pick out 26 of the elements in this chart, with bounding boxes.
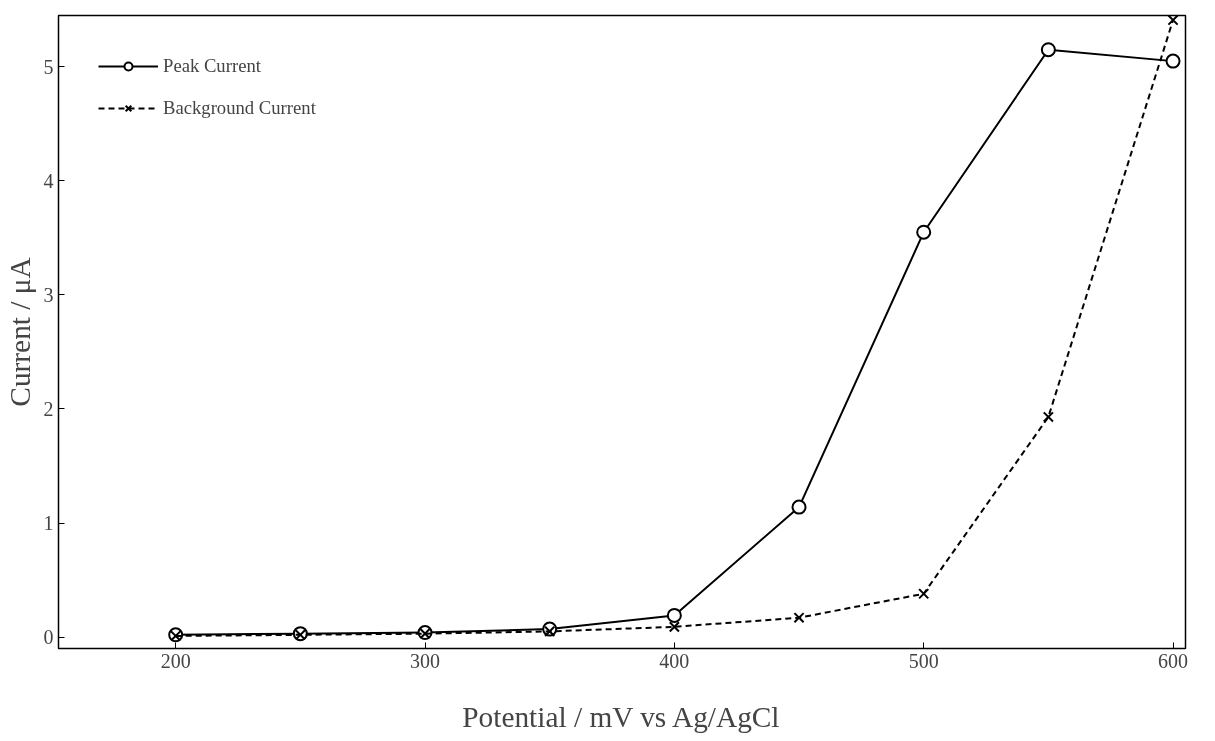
point [666, 607, 682, 623]
point [544, 625, 556, 637]
legend-label: Background Current [163, 97, 316, 119]
x-axis-title: Potential / mV vs Ag/AgCl [462, 700, 780, 733]
x-tick-label: 600 [1158, 649, 1189, 672]
y-tick-label: 5 [43, 55, 54, 78]
point [793, 612, 805, 624]
point [916, 224, 932, 240]
y-tick-label: 3 [43, 283, 54, 306]
x-tick-label: 500 [908, 649, 939, 672]
y-tick-label: 2 [43, 397, 54, 420]
x-tick-label: 300 [410, 649, 441, 672]
point [668, 621, 680, 633]
y-axis-title: Current / μA [3, 257, 36, 407]
point [1165, 53, 1181, 69]
legend-label: Peak Current [163, 55, 261, 77]
y-tick-label: 1 [43, 512, 54, 535]
point [1040, 42, 1056, 58]
point [918, 588, 930, 600]
point [791, 499, 807, 515]
point [1042, 411, 1054, 423]
x-tick-label: 400 [659, 649, 690, 672]
x-tick-label: 200 [160, 649, 191, 672]
point [1167, 15, 1179, 26]
y-tick-label: 4 [43, 169, 54, 192]
y-tick-label: 0 [43, 626, 54, 649]
